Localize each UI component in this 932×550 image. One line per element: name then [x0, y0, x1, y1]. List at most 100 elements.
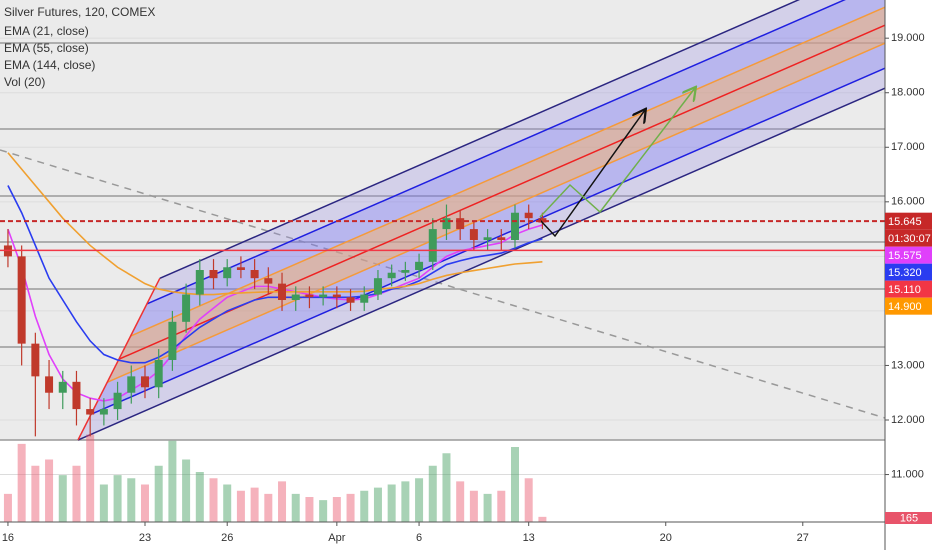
x-tick-label: 13 — [523, 532, 535, 544]
price-badge-label: 15.320 — [888, 267, 922, 279]
trend-line — [0, 149, 885, 419]
channel-line — [106, 42, 885, 383]
price-badge-label: 01:30:07 — [888, 233, 931, 245]
x-tick-label: 16 — [2, 532, 14, 544]
legend: Silver Futures, 120, COMEX EMA (21, clos… — [4, 5, 155, 89]
volume-bar — [209, 478, 218, 522]
price-badges: 15.645 01:30:07 15.575 15.320 15.110 14.900 16… — [885, 212, 932, 524]
candle-body — [524, 212, 533, 219]
candle-body — [442, 218, 451, 230]
candle-body — [469, 229, 478, 240]
channel-line — [146, 0, 846, 305]
candle-body — [483, 237, 492, 240]
candle-body — [31, 343, 40, 377]
price-badge — [885, 229, 932, 247]
volume-bar — [99, 484, 108, 522]
level-lines — [0, 42, 885, 441]
candle-body — [264, 278, 273, 284]
channel-line — [118, 24, 885, 360]
volume-badge — [885, 512, 932, 524]
candle-body — [154, 360, 163, 388]
candle-body — [360, 294, 369, 303]
candle-body — [182, 294, 191, 322]
volume-bar — [72, 465, 81, 522]
volume-bar — [428, 465, 437, 522]
candle-body — [401, 270, 410, 273]
volume-bar — [442, 453, 451, 522]
price-badge — [885, 297, 932, 315]
volume-bar — [250, 487, 259, 522]
candle-body — [538, 218, 547, 223]
ema-line — [7, 185, 543, 364]
volume-bar — [168, 440, 177, 522]
volume-bar — [387, 484, 396, 522]
volume-bar — [264, 493, 273, 522]
volume-bar — [86, 434, 95, 522]
candle-body — [209, 270, 218, 279]
candle-body — [250, 270, 259, 279]
volume-bar — [236, 490, 245, 522]
candle-body — [17, 256, 26, 344]
price-lines — [0, 220, 885, 252]
price-badge — [885, 263, 932, 281]
volume — [3, 434, 547, 522]
volume-bar — [497, 490, 506, 522]
volume-bar — [346, 493, 355, 522]
price-badge — [885, 246, 932, 264]
candle-body — [428, 229, 437, 262]
volume-bar — [31, 465, 40, 522]
ema-line — [7, 224, 543, 402]
y-tick-label: 17.000 — [891, 141, 925, 153]
candle-body — [319, 294, 328, 298]
volume-bar — [17, 443, 26, 522]
candle-body — [497, 237, 506, 240]
channel-line — [130, 6, 885, 337]
volume-bar — [332, 497, 341, 522]
x-tick-label: 6 — [416, 532, 422, 544]
volume-bar — [415, 478, 424, 522]
candle-body — [346, 297, 355, 303]
projection-arrows — [539, 88, 695, 238]
volume-bar — [291, 493, 300, 522]
volume-bar — [319, 500, 328, 522]
legend-entry: EMA (55, close) — [4, 41, 89, 55]
y-tick-label: 16.000 — [891, 196, 925, 208]
volume-bar — [182, 459, 191, 522]
volume-bar — [456, 481, 465, 522]
candle-body — [113, 392, 122, 410]
price-badge-label: 14.900 — [888, 301, 922, 313]
candle-body — [373, 278, 382, 295]
x-tick-label: Apr — [328, 532, 345, 544]
volume-bar — [140, 484, 149, 522]
candle-body — [58, 381, 67, 393]
x-tick-label: 20 — [660, 532, 672, 544]
legend-entry: EMA (144, close) — [4, 58, 95, 72]
candle-body — [291, 294, 300, 300]
legend-entry: Vol (20) — [4, 75, 45, 89]
candle-body — [86, 409, 95, 415]
candle-body — [45, 376, 54, 393]
volume-bar — [278, 481, 287, 522]
volume-bar — [58, 475, 67, 522]
candle-body — [168, 321, 177, 360]
candle-body — [195, 270, 204, 295]
price-badge-label: 15.575 — [888, 250, 922, 262]
channel-line — [77, 87, 885, 441]
volume-bar — [538, 516, 547, 522]
price-badge — [885, 212, 932, 230]
arrow — [539, 110, 645, 238]
y-tick-label: 19.000 — [891, 32, 925, 44]
y-tick-label: 12.000 — [891, 414, 925, 426]
volume-bar — [524, 478, 533, 522]
volume-bar — [373, 487, 382, 522]
volume-bar — [45, 459, 54, 522]
candle-body — [127, 376, 136, 393]
candle-body — [72, 381, 81, 410]
volume-bar — [360, 490, 369, 522]
volume-bar — [3, 493, 12, 522]
candle-body — [387, 272, 396, 279]
volume-bar — [127, 478, 136, 522]
volume-badge-label: 165 — [900, 512, 918, 524]
channel-band — [90, 0, 885, 415]
